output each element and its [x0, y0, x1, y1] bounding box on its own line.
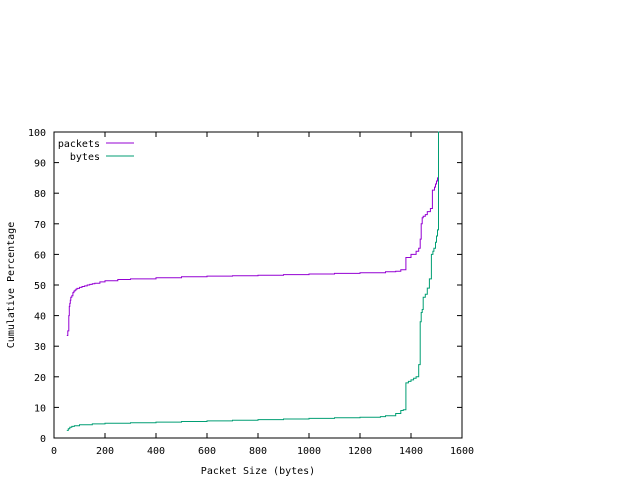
- x-tick-label: 1600: [450, 446, 474, 457]
- y-axis-label: Cumulative Percentage: [6, 222, 17, 348]
- axis-ticks: 0 200 400 600 800 1000 1200 1400 1600 0 10 20 30 40 50…: [28, 128, 474, 457]
- x-tick-label: 0: [51, 446, 57, 457]
- y-tick-label: 40: [34, 312, 46, 323]
- x-tick-label: 1200: [348, 446, 372, 457]
- y-tick-label: 100: [28, 128, 46, 139]
- x-axis-label: Packet Size (bytes): [201, 466, 315, 477]
- y-tick-label: 80: [34, 189, 46, 200]
- x-tick-label: 600: [198, 446, 216, 457]
- x-tick-label: 800: [249, 446, 267, 457]
- series-line-packets: [66, 131, 440, 336]
- legend-label-packets: packets: [58, 139, 100, 150]
- y-tick-label: 60: [34, 250, 46, 261]
- series-line-bytes: [66, 131, 440, 431]
- series-layer: [66, 131, 440, 431]
- x-tick-label: 1400: [399, 446, 423, 457]
- x-tick-label: 200: [96, 446, 114, 457]
- y-tick-label: 90: [34, 159, 46, 170]
- y-tick-label: 10: [34, 403, 46, 414]
- legend-label-bytes: bytes: [70, 152, 100, 163]
- y-tick-label: 0: [40, 434, 46, 445]
- x-tick-label: 400: [147, 446, 165, 457]
- y-tick-label: 70: [34, 220, 46, 231]
- legend: packets bytes: [58, 139, 134, 163]
- y-tick-label: 20: [34, 373, 46, 384]
- y-tick-label: 30: [34, 342, 46, 353]
- x-tick-label: 1000: [297, 446, 321, 457]
- y-tick-label: 50: [34, 281, 46, 292]
- plot-frame: [53, 131, 463, 439]
